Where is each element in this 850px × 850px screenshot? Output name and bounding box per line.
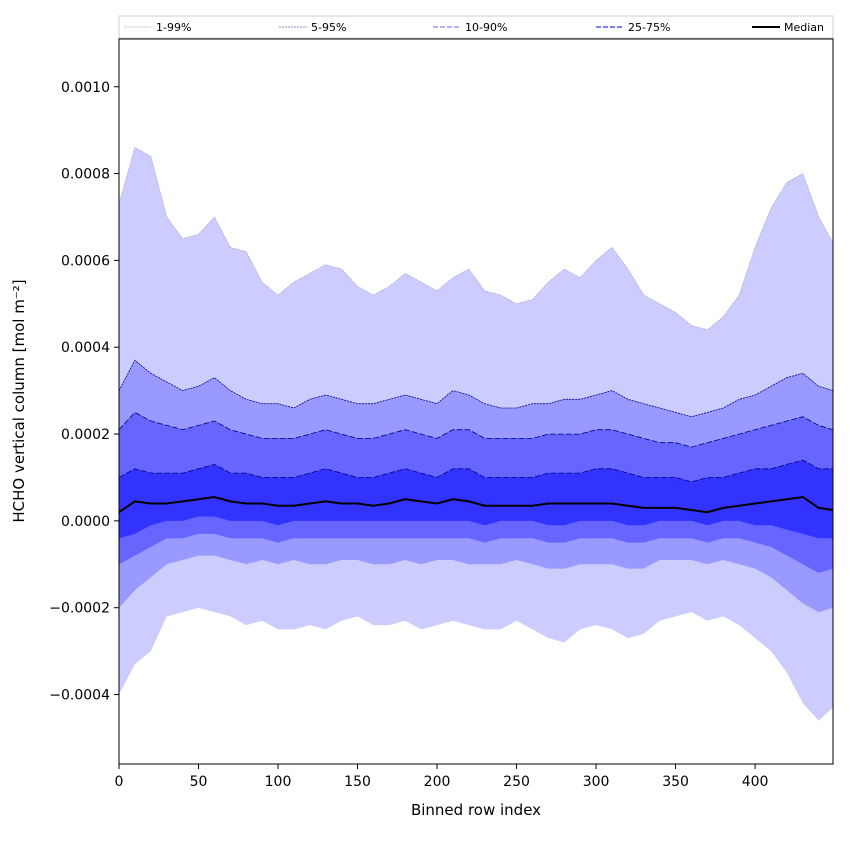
y-tick-label: 0.0002 [61,427,110,443]
legend-box [118,15,834,39]
x-tick-label: 150 [344,774,371,790]
x-axis-label: Binned row index [411,801,541,819]
y-axis-label: HCHO vertical column [mol m⁻²] [10,279,28,522]
x-tick-label: 100 [265,774,292,790]
x-axis: 0 50 100 150 200 250 300 350 400 [115,764,769,790]
y-tick-label: −0.0004 [49,688,110,704]
band-25-75%-fill [119,460,833,539]
plot-frame [118,38,834,765]
x-tick-label: 250 [503,774,530,790]
y-tick-label: 0.0008 [61,167,110,183]
legend-label: 5-95% [311,21,346,34]
x-tick-label: 400 [742,774,769,790]
x-tick-label: 350 [662,774,689,790]
median-line [118,495,834,514]
x-tick-label: 200 [424,774,451,790]
band-25-75%-upper-line [118,459,833,483]
x-tick-label: 0 [115,774,124,790]
legend-label: 10-90% [465,21,507,34]
y-tick-label: 0.0004 [61,340,110,356]
y-tick-label: −0.0002 [49,601,110,617]
y-tick-label: 0.0000 [61,514,110,530]
y-tick-label: 0.0006 [61,253,110,269]
band-5-95%-upper-line [118,359,834,418]
legend-label: 1-99% [156,21,191,34]
band-10-90%-upper-line [118,411,834,448]
lines-layer [118,146,834,514]
legend: 1-99% 5-95% 10-90% 25-75% Median [118,15,834,39]
y-tick-label: 0.0010 [61,80,110,96]
band-1-99%-upper-line [118,146,834,331]
y-axis: −0.0004 −0.0002 0.0000 0.0002 0.0004 0.0006 0.… [49,80,119,704]
legend-label: 25-75% [628,21,670,34]
x-tick-label: 50 [190,774,208,790]
x-tick-label: 300 [583,774,610,790]
legend-label: Median [784,21,824,34]
